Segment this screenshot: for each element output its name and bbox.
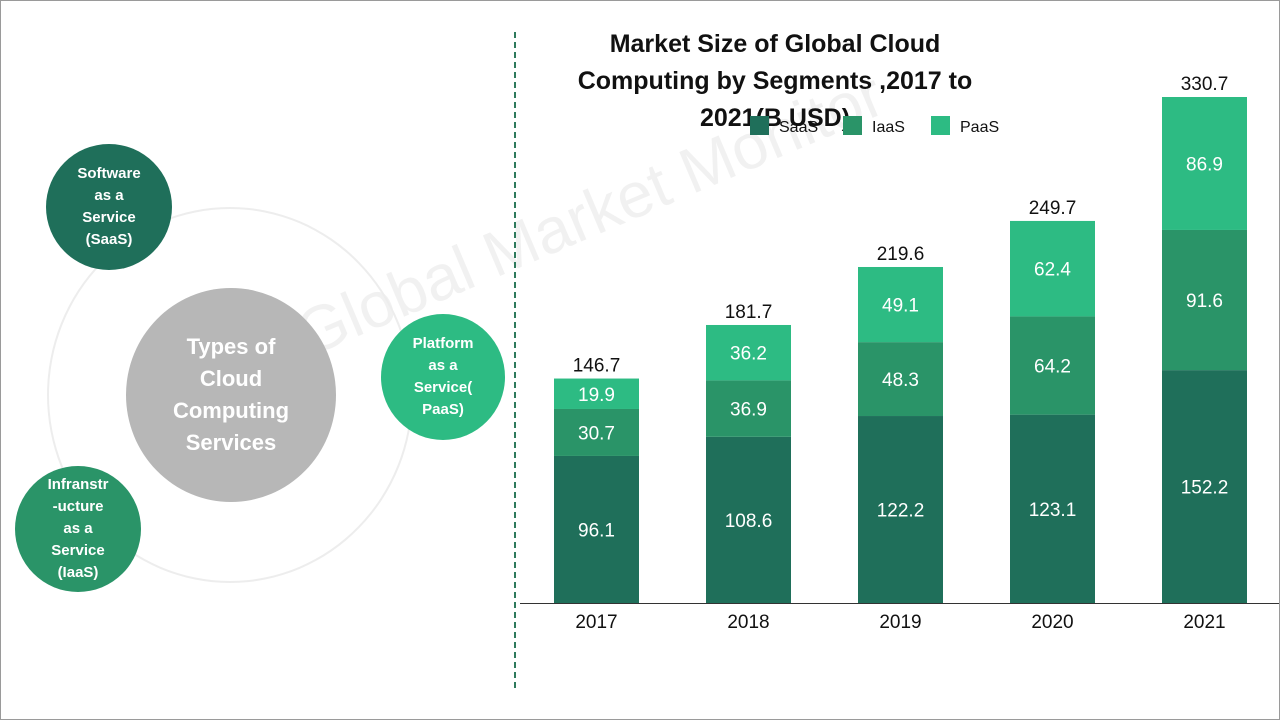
data-label-saas-2018: 108.6: [725, 511, 773, 532]
legend-label-iaas: IaaS: [872, 119, 905, 136]
bar-saas-2018: [706, 436, 791, 603]
bar-paas-2018: [706, 324, 791, 381]
total-label-2020: 249.7: [1029, 198, 1077, 219]
x-tick-label-2020: 2020: [1031, 612, 1073, 633]
bar-saas-2017: [554, 455, 639, 603]
bar-saas-2021: [1162, 370, 1247, 603]
data-label-iaas-2021: 91.6: [1186, 291, 1223, 312]
data-label-saas-2017: 96.1: [578, 520, 615, 541]
data-label-iaas-2017: 30.7: [578, 423, 615, 444]
x-tick-label-2017: 2017: [575, 612, 617, 633]
data-label-iaas-2020: 64.2: [1034, 357, 1071, 378]
bar-iaas-2018: [706, 380, 791, 437]
bar-iaas-2019: [858, 342, 943, 417]
bar-saas-2020: [1010, 414, 1095, 603]
bar-paas-2017: [554, 378, 639, 409]
data-label-paas-2019: 49.1: [882, 296, 919, 317]
x-tick-label-2019: 2019: [879, 612, 921, 633]
bar-paas-2020: [1010, 220, 1095, 317]
data-label-paas-2018: 36.2: [730, 344, 767, 365]
legend-swatch-iaas: [843, 116, 862, 135]
bar-iaas-2021: [1162, 229, 1247, 371]
data-label-paas-2017: 19.9: [578, 385, 615, 406]
dashed-divider: [514, 32, 516, 688]
total-label-2019: 219.6: [877, 244, 925, 265]
data-label-saas-2020: 123.1: [1029, 500, 1077, 521]
data-label-saas-2021: 152.2: [1181, 478, 1229, 499]
center-bubble-label: Types of Cloud Computing Services: [172, 334, 290, 455]
legend-swatch-paas: [931, 116, 950, 135]
saas-bubble: Software as a Service (SaaS): [46, 144, 172, 270]
saas-bubble-label: Software as a Service (SaaS): [77, 165, 141, 248]
x-tick-label-2021: 2021: [1183, 612, 1225, 633]
paas-bubble: Platform as a Service( PaaS): [381, 314, 505, 440]
center-bubble: Types of Cloud Computing Services: [126, 288, 336, 502]
total-label-2021: 330.7: [1181, 74, 1229, 95]
legend-label-paas: PaaS: [960, 119, 999, 136]
iaas-bubble-label: Infranstr -ucture as a Service (IaaS): [47, 476, 109, 581]
total-label-2017: 146.7: [573, 356, 621, 377]
bar-paas-2019: [858, 266, 943, 343]
bar-iaas-2017: [554, 408, 639, 456]
data-label-iaas-2018: 36.9: [730, 400, 767, 421]
data-label-iaas-2019: 48.3: [882, 370, 919, 391]
bar-paas-2021: [1162, 97, 1247, 230]
legend-label-saas: SaaS: [779, 119, 818, 136]
total-label-2018: 181.7: [725, 302, 773, 323]
data-label-saas-2019: 122.2: [877, 501, 925, 522]
iaas-bubble: Infranstr -ucture as a Service (IaaS): [15, 466, 141, 592]
x-tick-label-2018: 2018: [727, 612, 769, 633]
bar-iaas-2020: [1010, 316, 1095, 415]
bar-saas-2019: [858, 416, 943, 603]
paas-bubble-label: Platform as a Service( PaaS): [412, 335, 474, 418]
data-label-paas-2020: 62.4: [1034, 260, 1071, 281]
chart-title: Market Size of Global Cloud Computing by…: [577, 30, 973, 132]
legend-swatch-saas: [750, 116, 769, 135]
data-label-paas-2021: 86.9: [1186, 154, 1223, 175]
